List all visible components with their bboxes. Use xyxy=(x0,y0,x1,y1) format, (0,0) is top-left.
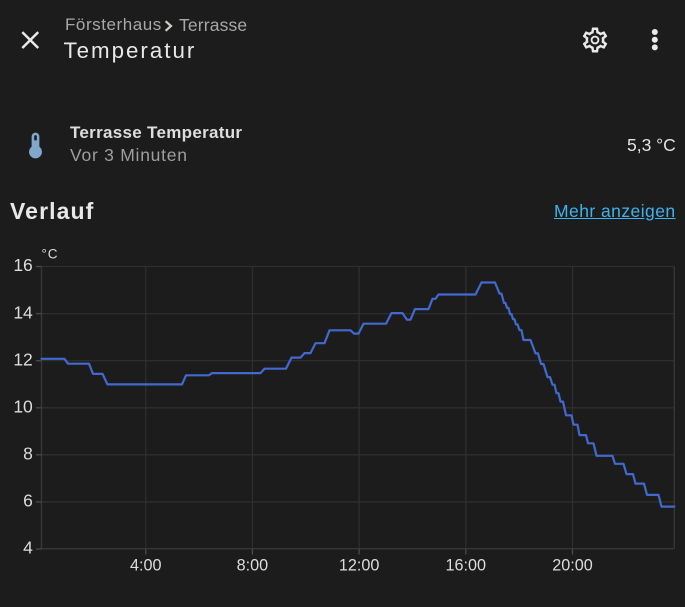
svg-text:6: 6 xyxy=(23,491,33,511)
svg-text:4: 4 xyxy=(23,538,33,558)
svg-text:20:00: 20:00 xyxy=(552,557,593,575)
svg-text:16:00: 16:00 xyxy=(446,557,487,575)
svg-text:16: 16 xyxy=(13,255,32,275)
svg-text:8:00: 8:00 xyxy=(237,557,269,575)
svg-text:14: 14 xyxy=(13,302,33,322)
svg-text:12: 12 xyxy=(13,349,32,369)
svg-text:12:00: 12:00 xyxy=(339,557,380,575)
svg-text:°C: °C xyxy=(42,246,59,261)
svg-text:8: 8 xyxy=(23,444,33,464)
svg-text:10: 10 xyxy=(13,397,33,417)
svg-text:4:00: 4:00 xyxy=(130,557,162,575)
